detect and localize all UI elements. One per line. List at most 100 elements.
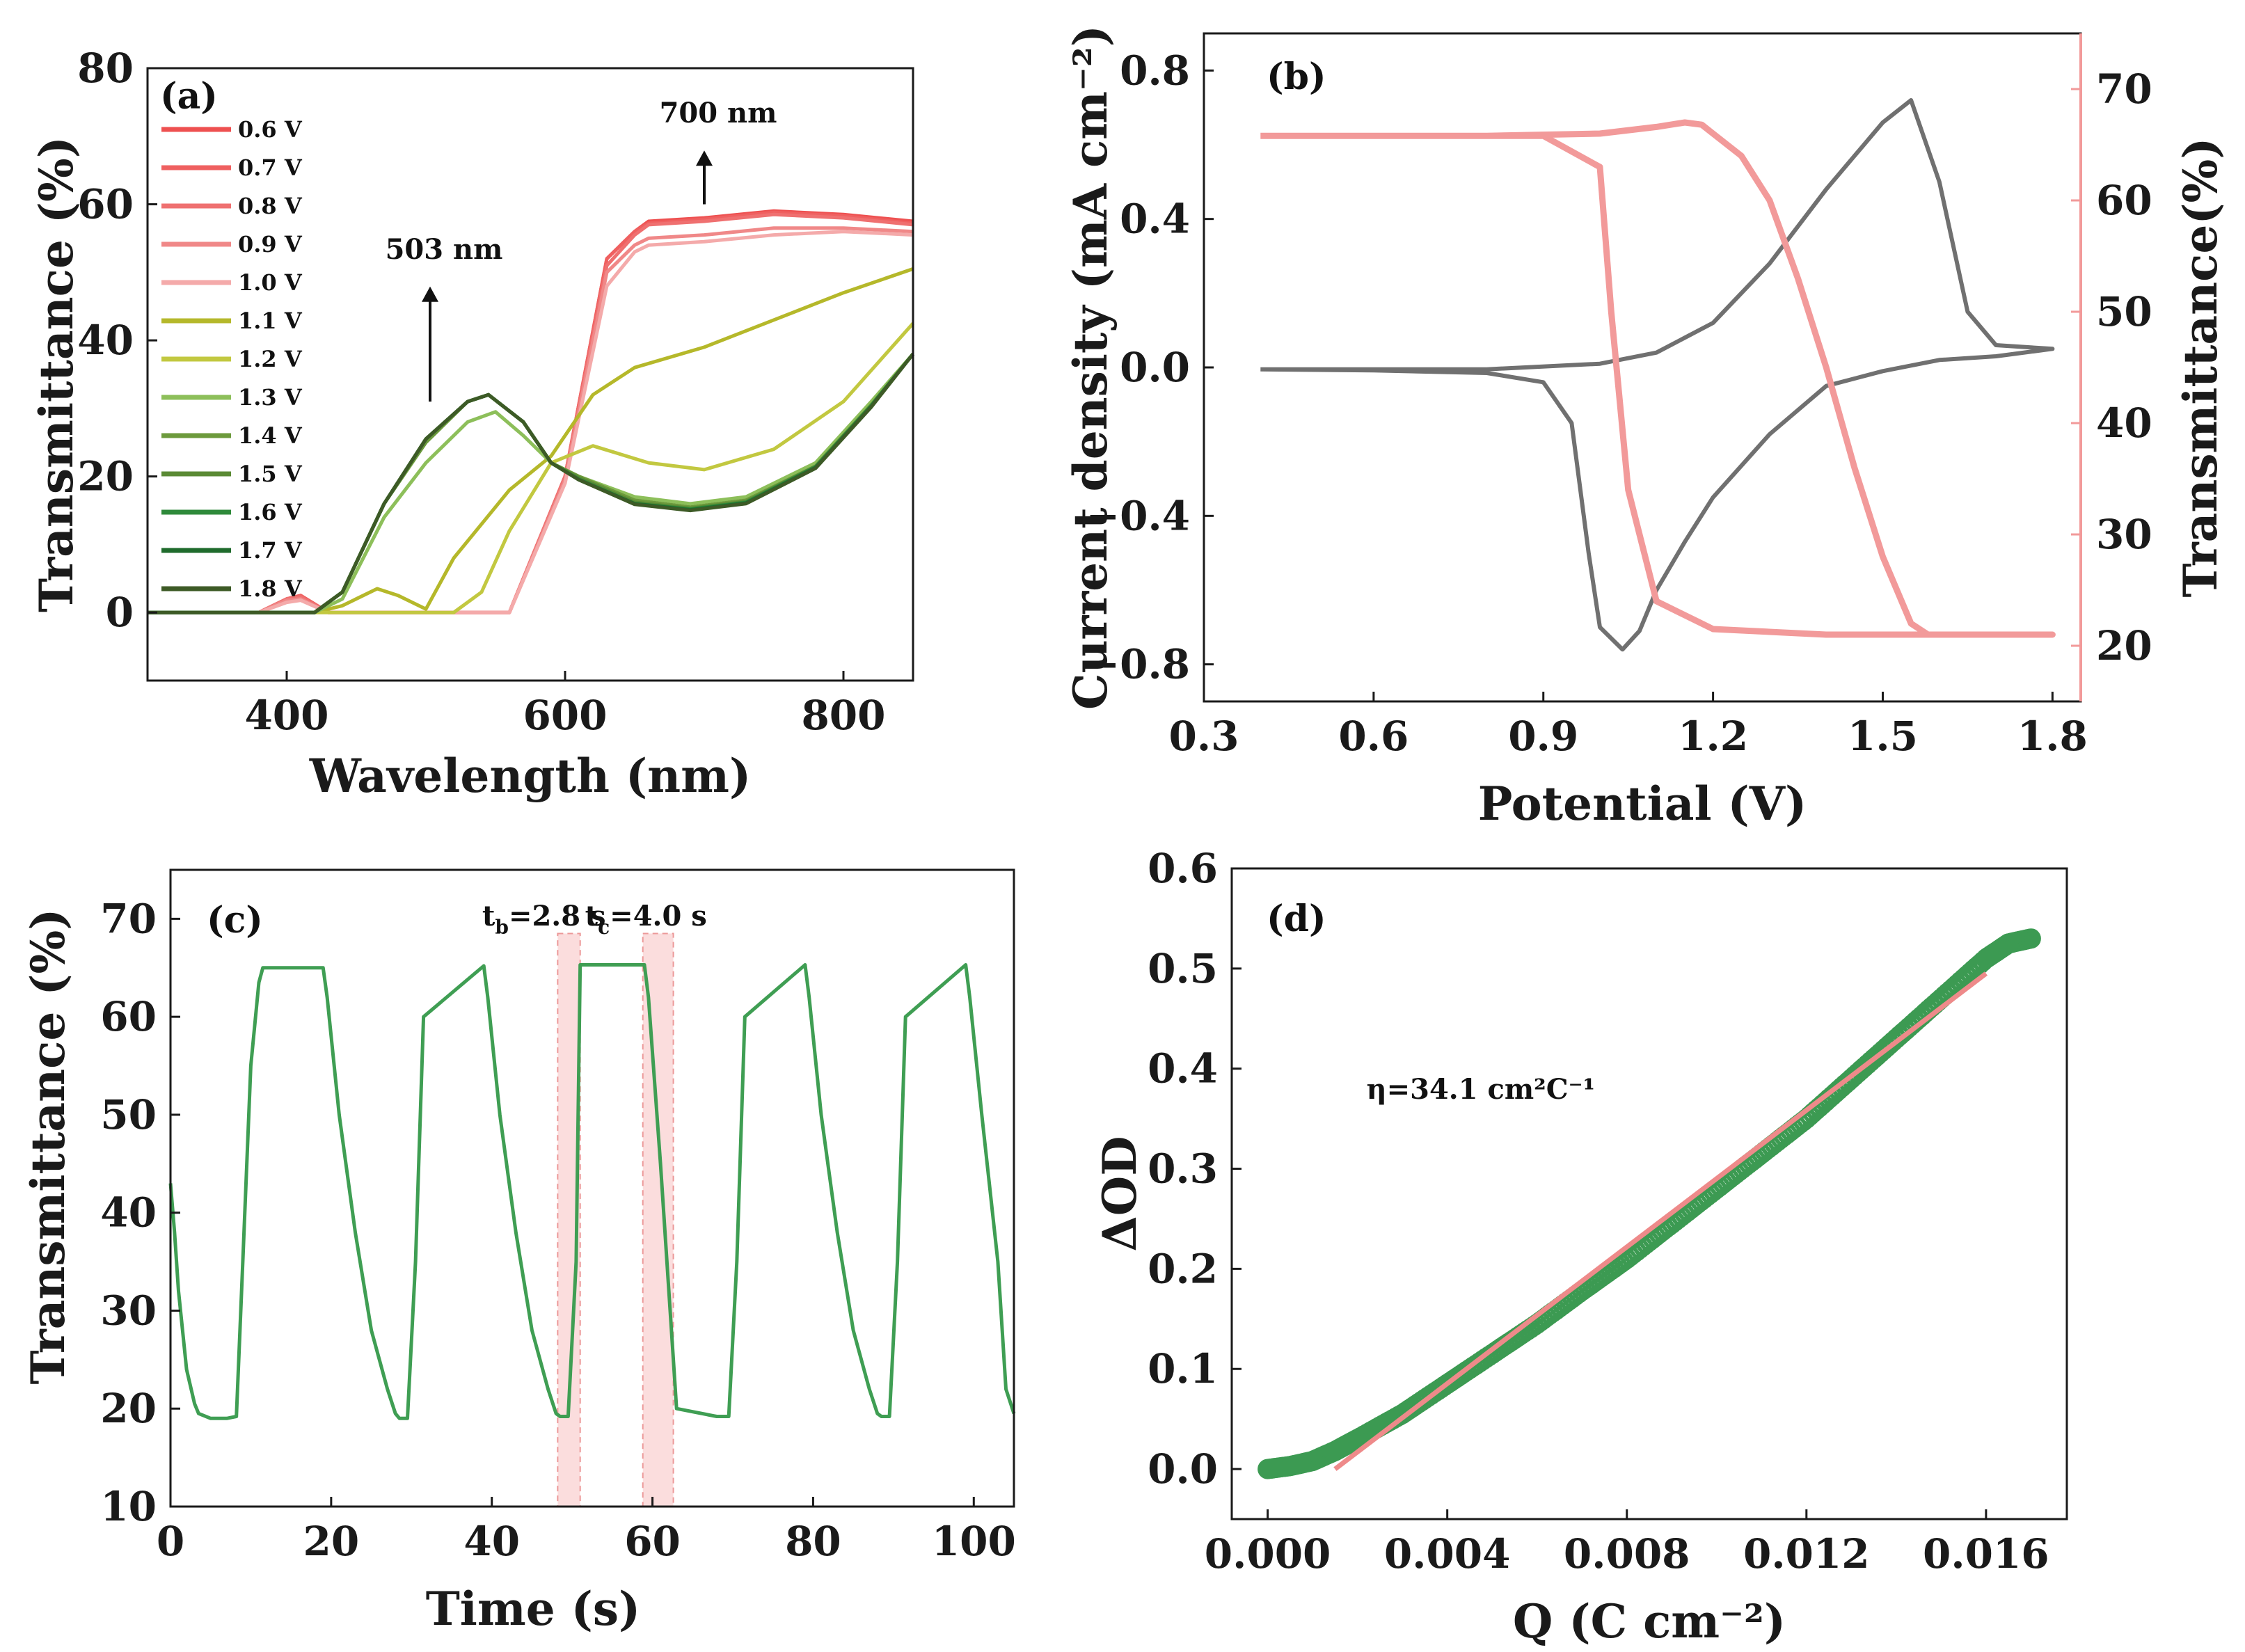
a-ytick-label: 40: [77, 317, 134, 364]
legend-label: 1.1 V: [238, 308, 303, 334]
a-panel-label: (a): [160, 75, 218, 118]
b-panel-label: (b): [1267, 56, 1326, 98]
b-ylabel-right: Transmittance(%): [2173, 138, 2228, 598]
legend-label: 1.0 V: [238, 269, 303, 296]
c-ylabel: Transmittance (%): [21, 909, 75, 1385]
panel-d-frame: [1230, 867, 2068, 1520]
c-ytick-label: 60: [100, 993, 157, 1040]
b-xtick-label: 1.5: [1848, 713, 1918, 760]
c-switching-time-label: tb=2.8 s: [482, 900, 606, 939]
b-xtick-label: 1.2: [1678, 713, 1748, 760]
panel-d-coloration-efficiency: 0.000 0.004 0.008 0.012 0.016 0.0 0.1 0.2 0.3 0.4…: [1093, 845, 2068, 1649]
spectrum-line-18V: [148, 353, 914, 614]
b-right-ytick-label: 50: [2096, 288, 2152, 335]
linear-fit-line: [1333, 971, 1988, 1471]
panel-b-cyclic-voltammetry: 0.3 0.6 0.9 1.2 1.5 1.8 −0.8 −0.4 0.0 0.4 0.8 20 30 4…: [1063, 25, 2228, 831]
spectrum-line-13V: [148, 353, 914, 614]
legend-label: 1.3 V: [238, 384, 303, 411]
panel-a-frame: [146, 67, 914, 682]
c-ytick-label: 20: [100, 1385, 157, 1432]
a-xtick-label: 400: [244, 692, 328, 739]
b-right-ytick-label: 20: [2096, 622, 2152, 669]
panel-c-frame: [169, 868, 1015, 1508]
d-xlabel: Q (C cm⁻²): [1513, 1594, 1786, 1649]
d-ylabel: ΔOD: [1093, 1136, 1147, 1252]
c-panel-label: (c): [207, 899, 263, 942]
legend-label: 1.6 V: [238, 499, 303, 525]
d-xtick-label: 0.016: [1923, 1530, 2049, 1578]
b-ytick-label: −0.8: [1086, 641, 1190, 688]
d-ytick-label: 0.1: [1148, 1345, 1218, 1392]
c-xtick-label: 100: [932, 1518, 1016, 1565]
b-right-ytick-label: 70: [2096, 65, 2152, 113]
a-annotation-label: 503 nm: [386, 233, 503, 266]
spectrum-line-11V: [148, 267, 914, 614]
data-point: [2020, 928, 2041, 949]
a-annotation-label: 700 nm: [660, 97, 777, 129]
b-ytick-label: −0.4: [1086, 492, 1190, 539]
b-right-ytick-label: 30: [2096, 511, 2152, 558]
cv-transmittance-curve: [1260, 119, 2056, 638]
c-xtick-label: 0: [157, 1518, 184, 1565]
c-xlabel: Time (s): [426, 1582, 641, 1636]
c-switching-time-label: tc=4.0 s: [585, 900, 707, 939]
d-xtick-label: 0.012: [1743, 1530, 1870, 1578]
switching-trace: [168, 963, 1016, 1420]
legend-label: 0.8 V: [238, 193, 303, 219]
d-efficiency-label: η=34.1 cm²C⁻¹: [1367, 1073, 1596, 1106]
b-ytick-label: 0.8: [1120, 47, 1190, 94]
b-ylabel: Current density (mA cm⁻²): [1063, 25, 1118, 710]
a-ytick-label: 60: [77, 181, 134, 228]
a-xtick-label: 800: [801, 692, 885, 739]
b-ytick-label: 0.4: [1120, 196, 1190, 243]
b-xtick-label: 0.3: [1169, 713, 1239, 760]
c-ytick-label: 70: [100, 895, 157, 942]
c-xtick-label: 20: [303, 1518, 359, 1565]
a-ytick-label: 20: [77, 453, 134, 500]
d-ytick-label: 0.2: [1148, 1245, 1218, 1292]
legend-label: 0.9 V: [238, 231, 303, 257]
c-xtick-label: 40: [463, 1518, 520, 1565]
d-panel-label: (d): [1267, 898, 1326, 940]
b-xtick-label: 0.6: [1338, 713, 1409, 760]
a-annotation-arrow-head: [422, 286, 438, 302]
d-ytick-label: 0.3: [1148, 1145, 1218, 1193]
a-ytick-label: 80: [77, 45, 134, 92]
c-xtick-label: 60: [624, 1518, 681, 1565]
d-xtick-label: 0.008: [1564, 1530, 1690, 1578]
c-ytick-label: 10: [100, 1483, 157, 1530]
d-xtick-label: 0.004: [1384, 1530, 1511, 1578]
a-xlabel: Wavelength (nm): [309, 749, 751, 803]
legend-label: 1.8 V: [238, 575, 303, 602]
b-right-ytick-label: 60: [2096, 177, 2152, 224]
legend-label: 1.7 V: [238, 537, 303, 564]
a-ylabel: Transmittance (%): [29, 136, 84, 612]
b-xlabel: Potential (V): [1478, 777, 1807, 831]
b-xtick-label: 0.9: [1508, 713, 1578, 760]
d-ytick-label: 0.5: [1148, 945, 1218, 992]
d-ytick-label: 0.6: [1148, 845, 1218, 892]
legend-label: 0.6 V: [238, 116, 303, 143]
d-ytick-label: 0.0: [1148, 1445, 1218, 1493]
d-ytick-label: 0.4: [1148, 1045, 1218, 1093]
switching-time-band: [642, 932, 674, 1507]
b-right-ytick-label: 40: [2096, 399, 2152, 447]
a-xtick-label: 600: [523, 692, 607, 739]
c-xtick-label: 80: [785, 1518, 841, 1565]
legend-label: 0.7 V: [238, 154, 303, 181]
c-ytick-label: 30: [100, 1287, 157, 1334]
legend-label: 1.2 V: [238, 346, 303, 372]
panel-c-switching-cycles: 0 20 40 60 80 100 10 20 30 40 50 60 70 Time (s) Transm…: [21, 868, 1016, 1636]
b-ytick-label: 0.0: [1120, 344, 1190, 391]
a-ytick-label: 0: [106, 589, 134, 636]
legend-label: 1.4 V: [238, 422, 303, 449]
b-xtick-label: 1.8: [2017, 713, 2088, 760]
c-ytick-label: 50: [100, 1091, 157, 1138]
cv-current-curve: [1260, 98, 2055, 652]
c-ytick-label: 40: [100, 1189, 157, 1237]
legend-label: 1.5 V: [238, 461, 303, 487]
a-annotation-arrow-head: [696, 150, 713, 166]
d-xtick-label: 0.000: [1205, 1530, 1331, 1578]
panel-a-transmittance-spectra: 400 600 800 0 20 40 60 80 Wavelength (nm) Transmi…: [29, 45, 914, 803]
